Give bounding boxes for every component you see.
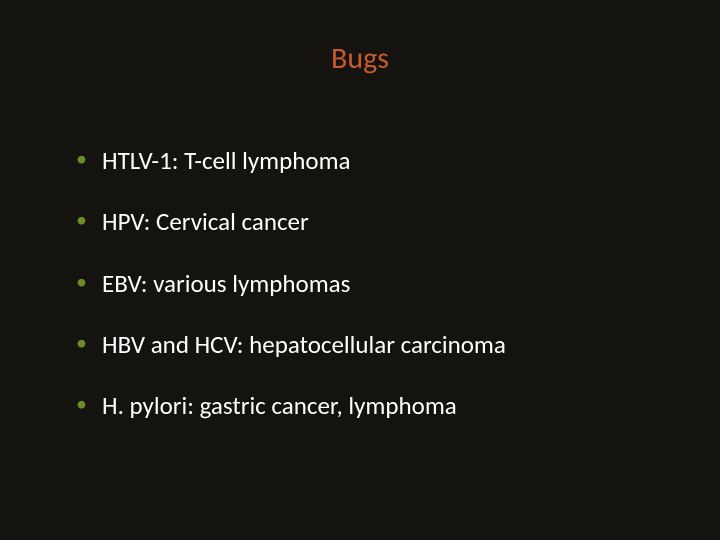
list-item: H. pylori: gastric cancer, lymphoma — [102, 390, 660, 421]
list-item: EBV: various lymphomas — [102, 268, 660, 299]
list-item: HBV and HCV: hepatocellular carcinoma — [102, 329, 660, 360]
list-item: HPV: Cervical cancer — [102, 206, 660, 237]
slide-container: Bugs HTLV-1: T-cell lymphoma HPV: Cervic… — [0, 0, 720, 540]
slide-title: Bugs — [60, 40, 660, 77]
list-item: HTLV-1: T-cell lymphoma — [102, 145, 660, 176]
bullet-list: HTLV-1: T-cell lymphoma HPV: Cervical ca… — [60, 145, 660, 421]
